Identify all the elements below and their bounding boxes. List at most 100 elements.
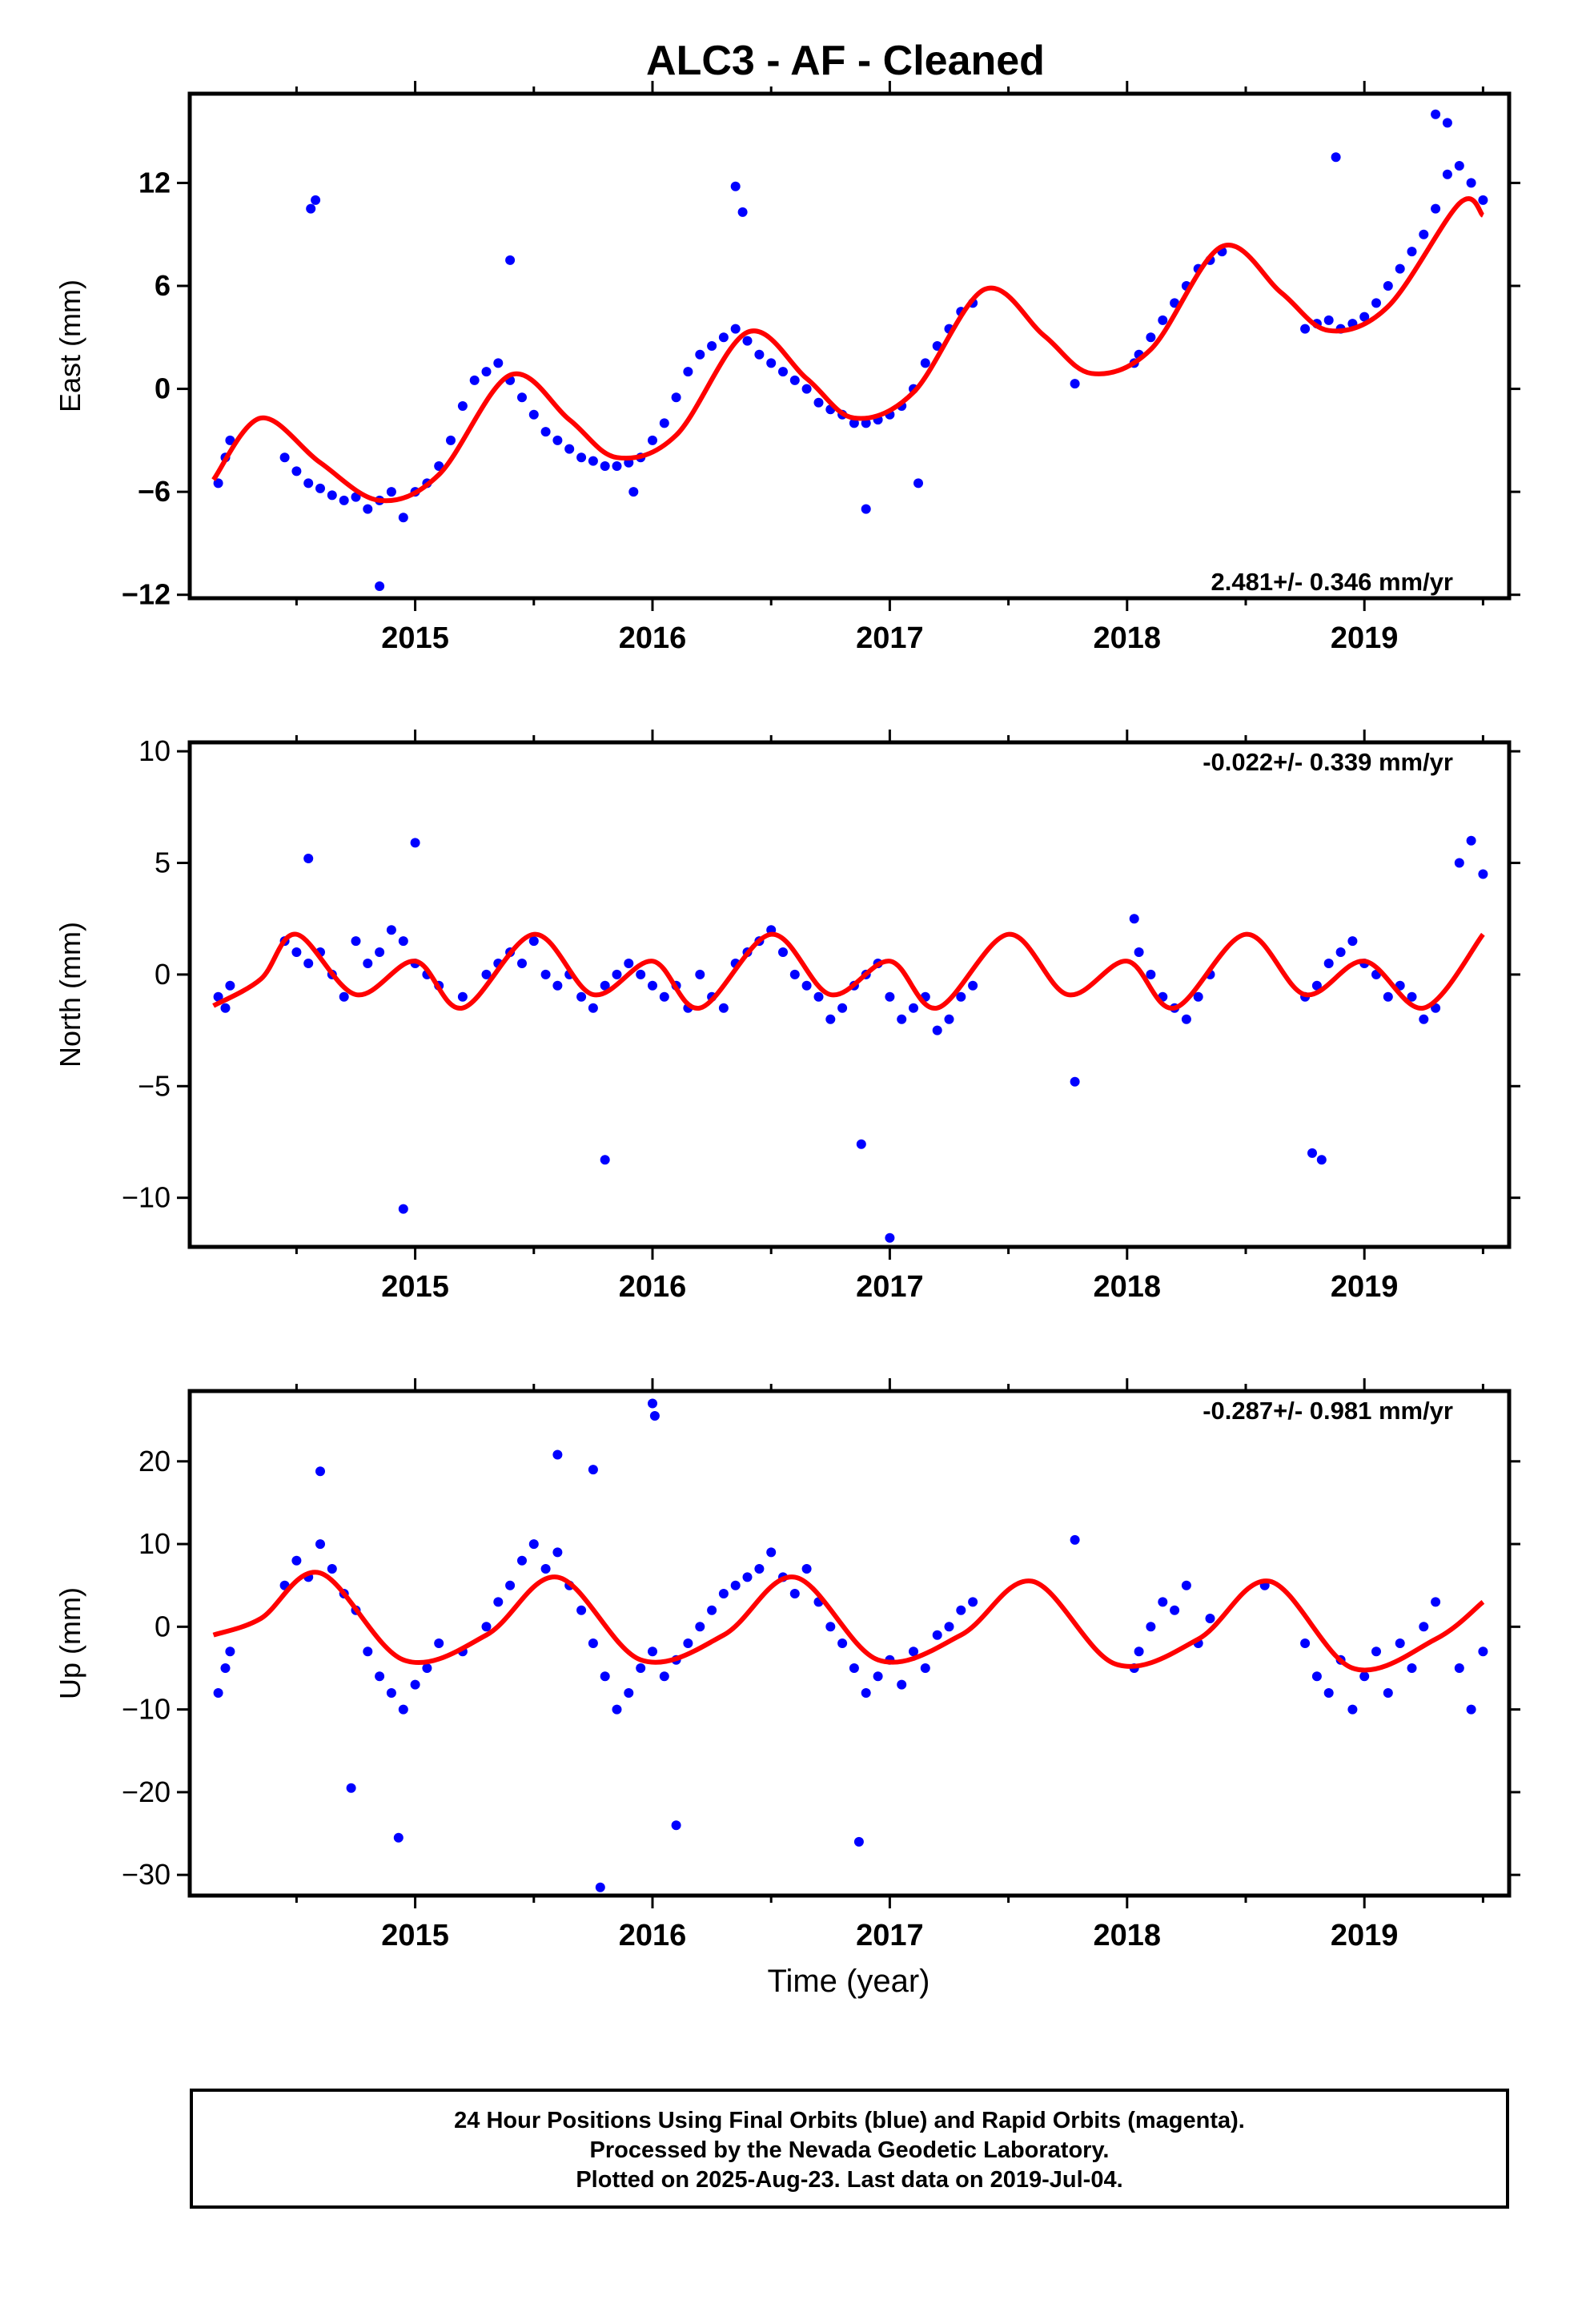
north-observation-point	[386, 925, 396, 935]
east-observation-point	[1395, 263, 1405, 274]
east-observation-point	[291, 466, 302, 476]
east-observation-point	[386, 487, 396, 497]
north-observation-point	[576, 991, 587, 1002]
up-observation-point	[873, 1671, 883, 1682]
east-observation-point	[628, 487, 639, 497]
up-observation-point	[600, 1671, 610, 1682]
caption-line-3: Plotted on 2025-Aug-23. Last data on 201…	[576, 2167, 1123, 2193]
up-x-tick-label: 2016	[619, 1919, 687, 1952]
north-observation-point	[856, 1139, 866, 1149]
east-observation-point	[1431, 203, 1441, 214]
east-velocity-label: 2.481+/- 0.346 mm/yr	[1211, 568, 1453, 596]
north-observation-point	[375, 947, 385, 957]
up-observation-point	[1371, 1647, 1381, 1657]
north-observation-point	[1134, 947, 1144, 957]
up-observation-point	[225, 1647, 235, 1657]
up-plot-frame	[187, 1389, 1512, 1898]
north-observation-point	[1129, 914, 1139, 924]
north-observation-point	[624, 959, 634, 968]
east-observation-point	[671, 392, 681, 403]
north-x-tick-label: 2015	[381, 1270, 449, 1304]
east-observation-point	[913, 478, 923, 489]
up-observation-point	[956, 1605, 966, 1615]
up-y-tick-label: 0	[155, 1610, 171, 1642]
north-observation-point	[552, 980, 563, 991]
up-observation-point	[552, 1449, 563, 1460]
east-observation-point	[457, 401, 468, 411]
north-observation-point	[659, 991, 669, 1002]
north-observation-point	[398, 936, 408, 947]
up-observation-point	[1181, 1580, 1191, 1590]
up-observation-point	[754, 1564, 765, 1574]
east-observation-point	[225, 435, 235, 445]
east-observation-point	[920, 358, 930, 368]
east-observation-point	[1331, 152, 1341, 163]
east-observation-point	[730, 181, 741, 191]
east-y-tick-label: 12	[139, 166, 171, 199]
up-y-tick-label: 10	[139, 1527, 171, 1560]
north-observation-point	[213, 991, 223, 1002]
north-observation-point	[612, 969, 622, 979]
up-observation-point	[624, 1688, 634, 1698]
up-observation-point	[363, 1647, 373, 1657]
east-observation-point	[213, 478, 223, 489]
east-observation-point	[493, 358, 504, 368]
east-observations	[213, 109, 1488, 591]
east-observation-point	[279, 452, 290, 463]
north-y-axis-label: North (mm)	[54, 922, 86, 1068]
north-observation-point	[789, 969, 800, 979]
east-observation-point	[434, 461, 444, 471]
north-observation-point	[944, 1014, 954, 1024]
up-observation-point	[410, 1679, 420, 1690]
east-y-tick-label: −6	[138, 475, 171, 508]
north-observation-point	[1323, 959, 1334, 968]
east-observation-point	[737, 207, 748, 217]
up-x-tick-label: 2018	[1094, 1919, 1162, 1952]
north-x-tick-label: 2018	[1094, 1270, 1162, 1304]
up-observation-point	[1478, 1647, 1488, 1657]
north-observation-point	[600, 1155, 610, 1165]
east-observation-point	[801, 384, 812, 394]
east-x-tick-label: 2017	[856, 621, 924, 655]
up-observation-point	[576, 1605, 587, 1615]
east-observation-point	[813, 397, 824, 408]
north-observation-point	[588, 1003, 598, 1013]
up-observation-point	[327, 1564, 337, 1574]
up-observation-point	[493, 1597, 504, 1607]
east-observation-point	[1323, 315, 1334, 325]
up-observation-point	[1300, 1638, 1311, 1648]
east-observation-point	[1359, 312, 1370, 322]
north-observation-point	[225, 980, 235, 991]
up-observation-point	[1205, 1614, 1215, 1623]
up-observation-point	[346, 1783, 356, 1793]
up-x-tick-label: 2019	[1331, 1919, 1399, 1952]
east-x-tick-label: 2016	[619, 621, 687, 655]
north-observation-point	[600, 980, 610, 991]
north-observation-point	[837, 1003, 848, 1013]
east-observation-point	[1371, 298, 1381, 308]
east-x-axis: 2015 2016 2017 2018 2019	[295, 81, 1484, 655]
north-observation-point	[481, 969, 492, 979]
east-observation-point	[1442, 169, 1452, 179]
north-observation-point	[1478, 869, 1488, 879]
north-y-tick-label: −10	[122, 1181, 171, 1214]
up-observation-point	[1395, 1638, 1405, 1648]
up-observation-point	[528, 1539, 539, 1550]
caption-line-2: Processed by the Nevada Geodetic Laborat…	[589, 2137, 1110, 2163]
north-observation-point	[968, 980, 978, 991]
north-observation-point	[1419, 1014, 1429, 1024]
north-observation-point	[1407, 991, 1417, 1002]
north-observation-point	[1311, 980, 1322, 991]
north-observation-point	[1335, 947, 1346, 957]
up-observation-point	[481, 1622, 492, 1632]
up-observation-point	[213, 1688, 223, 1698]
up-observation-point	[707, 1605, 717, 1615]
east-observation-point	[363, 504, 373, 514]
north-x-axis: 2015 2016 2017 2018 2019	[295, 730, 1484, 1304]
east-observation-point	[766, 358, 777, 368]
up-observation-point	[552, 1547, 563, 1558]
up-observation-point	[932, 1630, 942, 1640]
up-observation-point	[968, 1597, 978, 1607]
east-panel: −12 −6 0 6 12 2015 2016 2017 2018 2019 East (mm)…	[54, 81, 1520, 655]
north-observation-point	[303, 959, 314, 968]
